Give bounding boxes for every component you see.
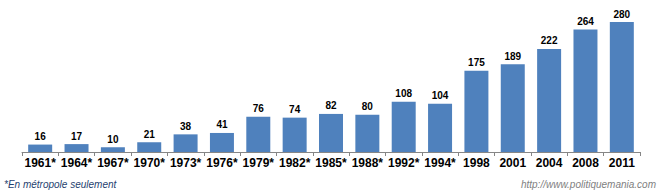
svg-text:1970*: 1970* (134, 156, 166, 170)
svg-text:1994*: 1994* (424, 156, 456, 170)
svg-text:74: 74 (289, 104, 301, 115)
svg-text:2004: 2004 (536, 156, 563, 170)
svg-text:280: 280 (613, 9, 630, 20)
svg-text:2011: 2011 (609, 156, 635, 170)
svg-text:http://www.politiquemania.com: http://www.politiquemania.com (521, 179, 656, 190)
svg-text:1973*: 1973* (170, 156, 202, 170)
svg-text:17: 17 (71, 131, 83, 142)
svg-text:80: 80 (362, 101, 374, 112)
svg-text:*En métropole seulement: *En métropole seulement (4, 179, 118, 190)
svg-text:264: 264 (577, 16, 594, 27)
svg-text:1967*: 1967* (97, 156, 129, 170)
svg-text:1985*: 1985* (315, 156, 347, 170)
svg-text:1964*: 1964* (61, 156, 93, 170)
svg-text:82: 82 (325, 100, 337, 111)
svg-text:1988*: 1988* (352, 156, 384, 170)
svg-text:2001: 2001 (499, 156, 526, 170)
svg-text:175: 175 (468, 57, 485, 68)
svg-text:222: 222 (541, 35, 558, 46)
svg-text:189: 189 (504, 51, 521, 62)
svg-text:1982*: 1982* (279, 156, 311, 170)
svg-text:1998: 1998 (463, 156, 490, 170)
svg-text:1979*: 1979* (243, 156, 275, 170)
svg-text:41: 41 (216, 119, 228, 130)
svg-text:76: 76 (253, 103, 265, 114)
svg-text:1961*: 1961* (24, 156, 56, 170)
svg-text:2008: 2008 (572, 156, 599, 170)
svg-text:104: 104 (432, 90, 449, 101)
svg-text:16: 16 (35, 131, 47, 142)
svg-text:10: 10 (107, 134, 119, 145)
svg-text:108: 108 (395, 88, 412, 99)
svg-text:38: 38 (180, 121, 192, 132)
svg-text:1992*: 1992* (388, 156, 420, 170)
svg-text:1976*: 1976* (206, 156, 238, 170)
svg-text:21: 21 (144, 129, 156, 140)
